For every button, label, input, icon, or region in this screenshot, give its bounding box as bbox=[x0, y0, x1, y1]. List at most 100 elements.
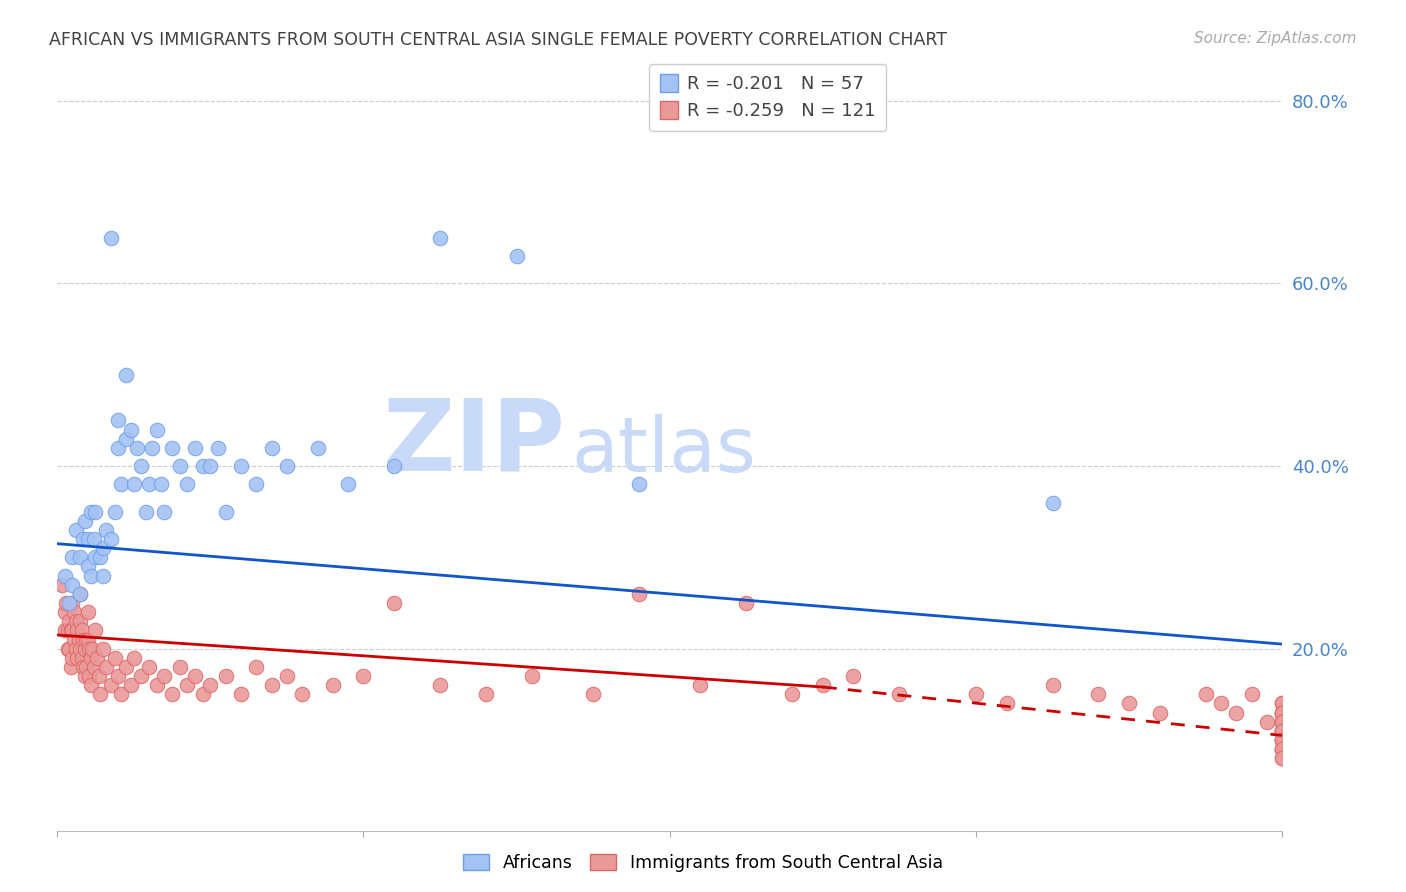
Point bbox=[889, 687, 911, 701]
Point bbox=[150, 477, 173, 491]
Point bbox=[69, 550, 91, 565]
Point bbox=[75, 632, 97, 647]
Point bbox=[1271, 714, 1294, 729]
Point bbox=[184, 669, 207, 683]
Point bbox=[1149, 706, 1171, 720]
Point bbox=[62, 578, 84, 592]
Point bbox=[1256, 714, 1278, 729]
Point bbox=[79, 669, 101, 683]
Point bbox=[66, 650, 89, 665]
Point bbox=[72, 532, 94, 546]
Point bbox=[82, 641, 104, 656]
Point bbox=[122, 650, 145, 665]
Point bbox=[80, 650, 103, 665]
Point bbox=[337, 477, 360, 491]
Point bbox=[276, 669, 298, 683]
Point bbox=[1271, 751, 1294, 765]
Point bbox=[153, 669, 176, 683]
Point bbox=[55, 596, 77, 610]
Point bbox=[1042, 495, 1064, 509]
Point bbox=[138, 660, 160, 674]
Point bbox=[110, 687, 132, 701]
Point bbox=[176, 678, 198, 692]
Point bbox=[1271, 714, 1294, 729]
Point bbox=[115, 432, 138, 446]
Point bbox=[104, 505, 127, 519]
Point bbox=[1271, 706, 1294, 720]
Point bbox=[200, 678, 222, 692]
Point bbox=[72, 660, 94, 674]
Point bbox=[1195, 687, 1218, 701]
Point bbox=[176, 477, 198, 491]
Point bbox=[96, 523, 118, 537]
Point bbox=[79, 641, 101, 656]
Point bbox=[66, 624, 89, 638]
Point bbox=[138, 477, 160, 491]
Legend: R = -0.201   N = 57, R = -0.259   N = 121: R = -0.201 N = 57, R = -0.259 N = 121 bbox=[650, 64, 886, 131]
Point bbox=[84, 550, 107, 565]
Point bbox=[100, 532, 122, 546]
Point bbox=[67, 632, 90, 647]
Point bbox=[69, 587, 91, 601]
Point bbox=[51, 578, 73, 592]
Point bbox=[1271, 697, 1294, 711]
Point bbox=[122, 477, 145, 491]
Point bbox=[245, 477, 267, 491]
Point bbox=[73, 514, 96, 528]
Point bbox=[382, 596, 405, 610]
Point bbox=[1271, 714, 1294, 729]
Point bbox=[1271, 733, 1294, 747]
Point bbox=[53, 605, 76, 619]
Point bbox=[1225, 706, 1247, 720]
Point bbox=[63, 632, 86, 647]
Point bbox=[120, 678, 142, 692]
Point bbox=[83, 532, 105, 546]
Point bbox=[145, 423, 167, 437]
Point bbox=[56, 641, 79, 656]
Point bbox=[89, 687, 111, 701]
Point bbox=[107, 669, 129, 683]
Point bbox=[58, 596, 80, 610]
Point bbox=[80, 568, 103, 582]
Point bbox=[1240, 687, 1263, 701]
Point bbox=[475, 687, 498, 701]
Point bbox=[80, 678, 103, 692]
Point bbox=[63, 605, 86, 619]
Point bbox=[1118, 697, 1140, 711]
Point bbox=[780, 687, 803, 701]
Point bbox=[65, 615, 87, 629]
Point bbox=[107, 441, 129, 455]
Text: ZIP: ZIP bbox=[382, 395, 565, 491]
Point bbox=[62, 596, 84, 610]
Point bbox=[582, 687, 605, 701]
Point bbox=[65, 523, 87, 537]
Point bbox=[100, 678, 122, 692]
Point bbox=[429, 231, 451, 245]
Point bbox=[62, 650, 84, 665]
Legend: Africans, Immigrants from South Central Asia: Africans, Immigrants from South Central … bbox=[456, 847, 950, 879]
Text: atlas: atlas bbox=[572, 414, 756, 488]
Point bbox=[91, 541, 114, 556]
Point bbox=[207, 441, 229, 455]
Point bbox=[72, 632, 94, 647]
Point bbox=[135, 505, 157, 519]
Point bbox=[628, 587, 651, 601]
Point bbox=[1271, 697, 1294, 711]
Point bbox=[1271, 706, 1294, 720]
Point bbox=[110, 477, 132, 491]
Point bbox=[83, 660, 105, 674]
Point bbox=[229, 687, 252, 701]
Point bbox=[260, 441, 283, 455]
Point bbox=[1271, 733, 1294, 747]
Point bbox=[1271, 706, 1294, 720]
Point bbox=[131, 458, 153, 473]
Point bbox=[1271, 714, 1294, 729]
Point bbox=[69, 641, 91, 656]
Point bbox=[115, 660, 138, 674]
Point bbox=[76, 605, 98, 619]
Point bbox=[76, 532, 98, 546]
Point bbox=[1271, 742, 1294, 756]
Point bbox=[505, 249, 527, 263]
Point bbox=[73, 641, 96, 656]
Point bbox=[86, 650, 108, 665]
